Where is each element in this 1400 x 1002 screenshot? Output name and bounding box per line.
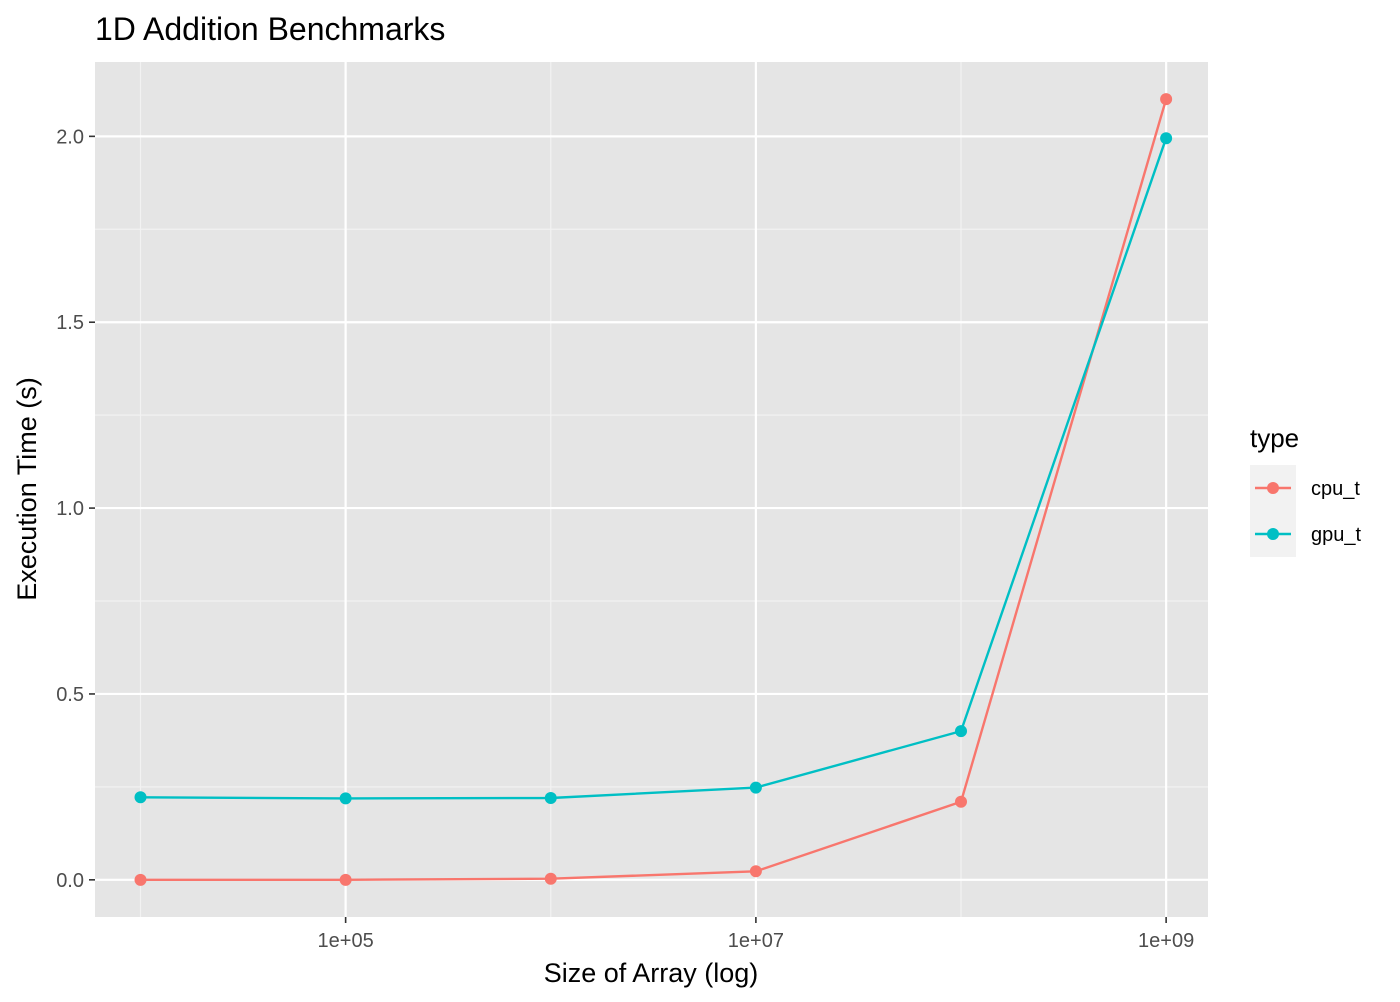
x-tick-label: 1e+07: [728, 930, 784, 952]
y-tick-label: 1.5: [56, 312, 84, 334]
major-gridlines: [95, 62, 1208, 917]
data-point-gpu_t: [339, 792, 352, 805]
series-line-gpu_t: [140, 137, 1168, 800]
data-point-cpu_t: [749, 865, 762, 878]
x-axis: 1e+05 1e+07 1e+09: [318, 917, 1194, 952]
x-axis-title: Size of Array (log): [544, 958, 759, 988]
y-tick-label: 1.0: [56, 498, 84, 520]
data-point-cpu_t: [544, 872, 557, 885]
series-line-cpu_t: [140, 98, 1168, 881]
plot-panel: [95, 62, 1208, 917]
legend-label: gpu_t: [1311, 524, 1361, 546]
data-point-cpu_t: [955, 795, 968, 808]
legend: type cpu_t gpu_t: [1250, 423, 1361, 557]
y-tick-label: 2.0: [56, 126, 84, 148]
data-point-cpu_t: [1160, 93, 1173, 106]
legend-label: cpu_t: [1311, 478, 1360, 500]
series-layer: [134, 93, 1173, 886]
y-axis: 0.0 0.5 1.0 1.5 2.0: [56, 126, 95, 892]
x-tick-label: 1e+05: [318, 930, 374, 952]
data-point-gpu_t: [1160, 132, 1173, 145]
x-tick-label: 1e+09: [1138, 930, 1194, 952]
y-tick-label: 0.0: [56, 870, 84, 892]
chart-title: 1D Addition Benchmarks: [95, 11, 445, 47]
y-axis-title: Execution Time (s): [12, 377, 42, 601]
data-point-gpu_t: [544, 792, 557, 805]
data-point-cpu_t: [339, 873, 352, 886]
minor-gridlines: [95, 62, 1208, 917]
legend-key-background: [1250, 465, 1296, 557]
legend-key-point: [1267, 482, 1279, 494]
legend-title: type: [1250, 423, 1299, 453]
data-point-gpu_t: [749, 781, 762, 794]
data-point-cpu_t: [134, 873, 147, 886]
data-point-gpu_t: [134, 791, 147, 804]
y-tick-label: 0.5: [56, 684, 84, 706]
data-point-gpu_t: [955, 725, 968, 738]
legend-key-point: [1267, 528, 1279, 540]
